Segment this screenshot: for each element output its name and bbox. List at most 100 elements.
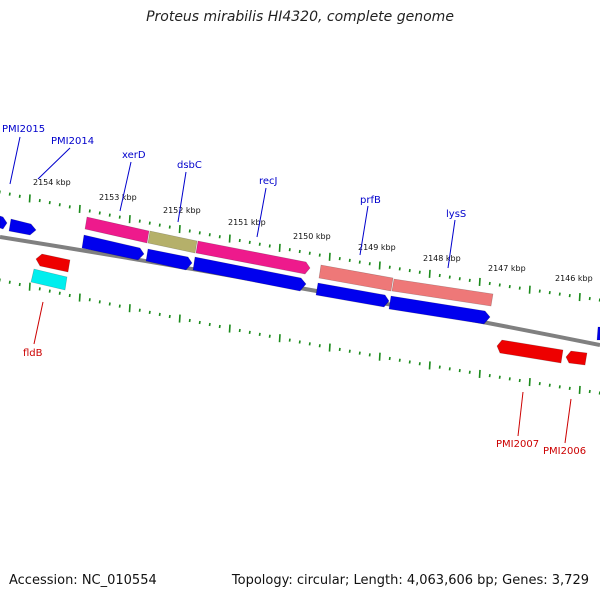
outer-tick bbox=[278, 243, 281, 252]
inner-tick bbox=[118, 304, 121, 308]
outer-tick bbox=[148, 221, 151, 225]
inner-tick bbox=[368, 353, 371, 357]
outer-tick bbox=[198, 231, 201, 235]
outer-tick bbox=[108, 213, 111, 217]
inner-tick bbox=[358, 351, 361, 355]
gene-label-xerd[interactable]: xerD bbox=[122, 150, 146, 161]
outer-tick bbox=[78, 204, 81, 213]
inner-tick bbox=[428, 361, 431, 370]
scale-label-2146: 2146 kbp bbox=[555, 274, 593, 283]
outer-tick bbox=[518, 286, 521, 290]
inner-tick bbox=[258, 332, 261, 337]
inner-tick bbox=[188, 318, 191, 323]
outer-tick bbox=[88, 209, 91, 213]
outer-tick bbox=[418, 270, 421, 274]
cds-recj-feature[interactable] bbox=[192, 256, 307, 292]
gene-label-pmi2014[interactable]: PMI2014 bbox=[51, 136, 94, 147]
gene-label-fldb[interactable]: fldB bbox=[23, 348, 43, 359]
leader-lyss bbox=[447, 219, 456, 269]
outer-tick bbox=[38, 198, 41, 203]
inner-tick bbox=[538, 382, 541, 386]
gene-label-recj[interactable]: recJ bbox=[259, 176, 278, 187]
scale-label-2151: 2151 kbp bbox=[228, 218, 266, 227]
inner-tick bbox=[168, 314, 171, 319]
inner-tick bbox=[588, 389, 591, 394]
cds-xerd-feature[interactable] bbox=[81, 234, 145, 261]
inner-tick bbox=[398, 358, 401, 362]
inner-tick bbox=[138, 308, 141, 312]
inner-tick bbox=[488, 373, 491, 378]
outer-tick bbox=[558, 292, 561, 296]
label-leaders bbox=[9, 136, 572, 444]
gene-fldb-feature[interactable] bbox=[30, 268, 68, 291]
inner-tick bbox=[318, 344, 321, 348]
inner-tick bbox=[388, 356, 391, 361]
scale-label-2150: 2150 kbp bbox=[293, 232, 331, 241]
inner-tick bbox=[248, 330, 251, 335]
outer-tick bbox=[58, 203, 61, 207]
gene-features bbox=[0, 215, 600, 366]
inner-tick bbox=[68, 293, 71, 298]
gene-label-lyss[interactable]: lysS bbox=[446, 209, 466, 220]
inner-tick bbox=[418, 362, 421, 366]
outer-tick bbox=[128, 215, 131, 224]
outer-tick bbox=[308, 251, 311, 255]
inner-tick bbox=[208, 322, 211, 327]
outer-tick bbox=[208, 233, 211, 237]
inner-tick bbox=[458, 368, 461, 373]
gene-pmi2014-feature[interactable] bbox=[8, 218, 37, 236]
outer-tick bbox=[348, 258, 351, 262]
inner-tick bbox=[278, 334, 281, 343]
inner-tick bbox=[88, 298, 91, 302]
scale-label-2149: 2149 kbp bbox=[358, 243, 396, 252]
inner-tick bbox=[448, 367, 451, 371]
outer-tick bbox=[338, 256, 341, 261]
cds-dsbc-feature[interactable] bbox=[145, 248, 193, 271]
gene-label-pmi2006[interactable]: PMI2006 bbox=[543, 446, 586, 457]
gene-recj-feature[interactable] bbox=[195, 240, 311, 275]
gene-label-pmi2015[interactable]: PMI2015 bbox=[2, 124, 45, 135]
gene-label-prfb[interactable]: prfB bbox=[360, 195, 381, 206]
gene-pmi2015-feature[interactable] bbox=[0, 215, 8, 230]
outer-tick bbox=[218, 235, 221, 239]
scale-label-2148: 2148 kbp bbox=[423, 254, 461, 263]
leader-dsbc bbox=[177, 171, 187, 223]
inner-tick bbox=[18, 282, 21, 287]
inner-tick bbox=[558, 385, 561, 389]
leader-recj bbox=[256, 187, 267, 238]
outer-tick bbox=[118, 215, 121, 219]
outer-tick bbox=[188, 229, 191, 233]
outer-tick bbox=[448, 275, 451, 279]
leader-pmi2006 bbox=[564, 398, 572, 444]
outer-tick bbox=[248, 240, 251, 244]
outer-tick bbox=[318, 253, 321, 257]
cds-prfb-feature[interactable] bbox=[315, 282, 390, 308]
gene-label-dsbc[interactable]: dsbC bbox=[177, 160, 202, 171]
inner-tick bbox=[498, 375, 501, 379]
gene-dsbc-feature[interactable] bbox=[147, 230, 198, 254]
inner-tick bbox=[8, 280, 11, 284]
outer-tick bbox=[488, 281, 491, 286]
outer-tick bbox=[98, 211, 101, 215]
gene-xerd-feature[interactable] bbox=[84, 216, 150, 244]
gene-prfb-feature[interactable] bbox=[318, 264, 394, 292]
leader-prfb bbox=[359, 205, 369, 256]
outer-tick bbox=[538, 289, 541, 293]
inner-tick bbox=[148, 310, 151, 315]
gene-edge-right-feature[interactable] bbox=[596, 326, 600, 341]
gene-pmi2006-feature[interactable] bbox=[565, 350, 588, 366]
inner-tick bbox=[528, 378, 531, 387]
cds-lyss-feature[interactable] bbox=[388, 295, 491, 325]
gene-lyss-feature[interactable] bbox=[391, 278, 494, 307]
outer-tick bbox=[48, 201, 51, 205]
gene-fldb-red-feature[interactable] bbox=[35, 253, 71, 273]
outer-tick bbox=[158, 223, 161, 227]
gene-label-pmi2007[interactable]: PMI2007 bbox=[496, 439, 539, 450]
outer-tick bbox=[228, 234, 231, 243]
inner-tick bbox=[378, 352, 381, 361]
outer-tick bbox=[588, 296, 591, 301]
inner-tick bbox=[338, 347, 341, 352]
gene-pmi2007-feature[interactable] bbox=[496, 339, 564, 364]
outer-tick bbox=[268, 244, 271, 248]
